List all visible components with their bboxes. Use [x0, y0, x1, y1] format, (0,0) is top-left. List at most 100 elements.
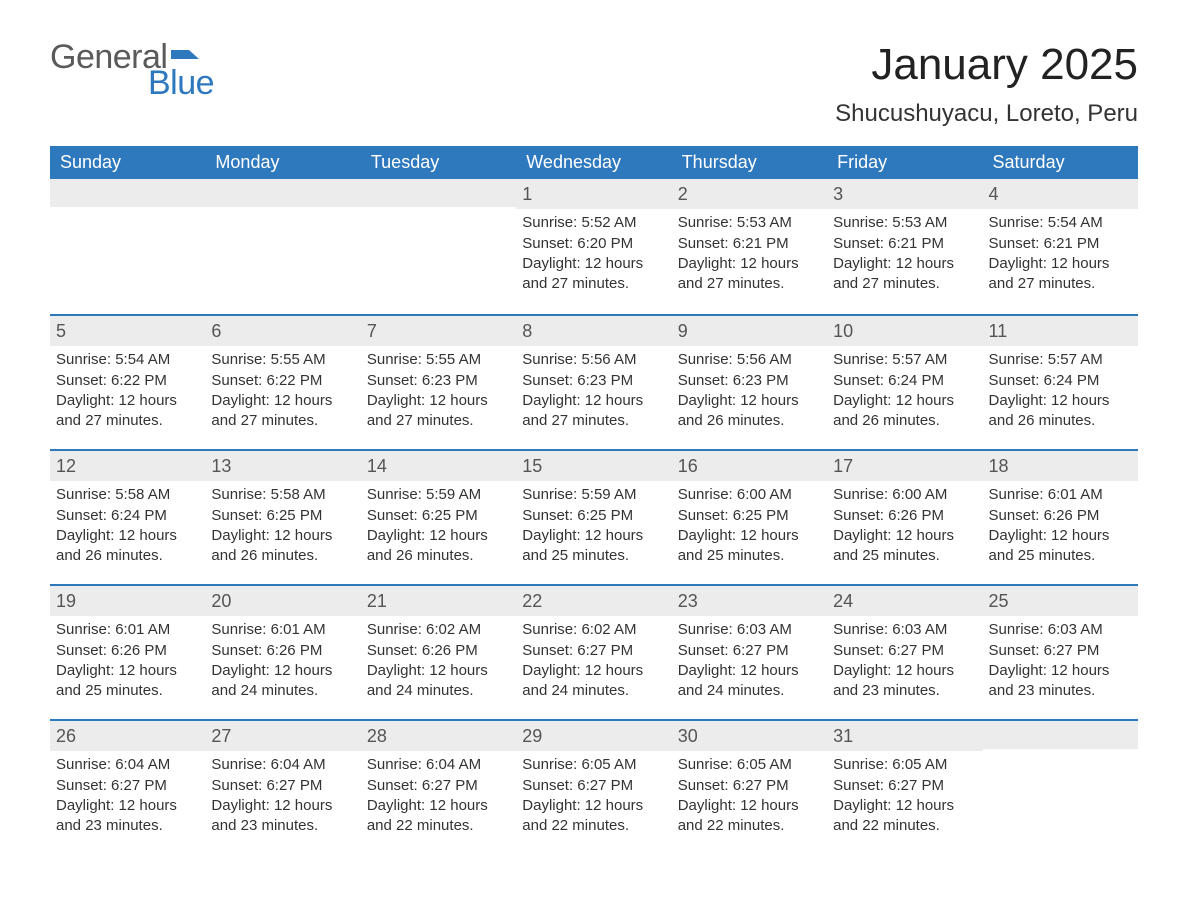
day-number: 4 [983, 179, 1138, 209]
sunrise-line: Sunrise: 5:54 AM [989, 213, 1132, 233]
cell-body: Sunrise: 5:55 AMSunset: 6:22 PMDaylight:… [205, 346, 360, 441]
sunrise-line: Sunrise: 6:03 AM [833, 620, 976, 640]
day-number: 29 [516, 721, 671, 751]
day-header: Wednesday [516, 146, 671, 179]
sunrise-line: Sunrise: 5:57 AM [989, 350, 1132, 370]
cell-body: Sunrise: 5:56 AMSunset: 6:23 PMDaylight:… [516, 346, 671, 441]
logo: General Blue [50, 40, 214, 100]
day-number: 25 [983, 586, 1138, 616]
calendar-cell [205, 179, 360, 314]
cell-body: Sunrise: 5:54 AMSunset: 6:22 PMDaylight:… [50, 346, 205, 441]
day-number: 28 [361, 721, 516, 751]
calendar-cell: 21Sunrise: 6:02 AMSunset: 6:26 PMDayligh… [361, 586, 516, 719]
daylight-line: Daylight: 12 hours and 25 minutes. [833, 526, 976, 567]
location-subtitle: Shucushuyacu, Loreto, Peru [835, 100, 1138, 128]
daylight-line: Daylight: 12 hours and 22 minutes. [522, 796, 665, 837]
month-title: January 2025 [835, 40, 1138, 90]
calendar-cell: 23Sunrise: 6:03 AMSunset: 6:27 PMDayligh… [672, 586, 827, 719]
calendar-cell [983, 721, 1138, 854]
sunrise-line: Sunrise: 5:57 AM [833, 350, 976, 370]
sunset-line: Sunset: 6:25 PM [367, 506, 510, 526]
daylight-line: Daylight: 12 hours and 26 minutes. [367, 526, 510, 567]
cell-body: Sunrise: 6:04 AMSunset: 6:27 PMDaylight:… [361, 751, 516, 846]
day-number: 6 [205, 316, 360, 346]
day-number: 30 [672, 721, 827, 751]
calendar-cell: 12Sunrise: 5:58 AMSunset: 6:24 PMDayligh… [50, 451, 205, 584]
day-number: 1 [516, 179, 671, 209]
day-number [205, 179, 360, 207]
sunset-line: Sunset: 6:22 PM [211, 371, 354, 391]
daylight-line: Daylight: 12 hours and 22 minutes. [367, 796, 510, 837]
calendar-cell: 13Sunrise: 5:58 AMSunset: 6:25 PMDayligh… [205, 451, 360, 584]
day-number: 14 [361, 451, 516, 481]
day-number [983, 721, 1138, 749]
sunrise-line: Sunrise: 6:05 AM [522, 755, 665, 775]
calendar-week: 1 Sunrise: 5:52 AMSunset: 6:20 PMDaylight… [50, 179, 1138, 314]
sunset-line: Sunset: 6:26 PM [833, 506, 976, 526]
cell-body: Sunrise: 5:59 AMSunset: 6:25 PMDaylight:… [361, 481, 516, 576]
sunrise-line: Sunrise: 6:01 AM [211, 620, 354, 640]
sunrise-line: Sunrise: 5:53 AM [678, 213, 821, 233]
calendar-week: 26Sunrise: 6:04 AMSunset: 6:27 PMDayligh… [50, 719, 1138, 854]
sunrise-line: Sunrise: 6:03 AM [678, 620, 821, 640]
day-number: 23 [672, 586, 827, 616]
sunrise-line: Sunrise: 6:05 AM [833, 755, 976, 775]
sunrise-line: Sunrise: 6:04 AM [367, 755, 510, 775]
cell-body: Sunrise: 6:05 AMSunset: 6:27 PMDaylight:… [672, 751, 827, 846]
daylight-line: Daylight: 12 hours and 26 minutes. [56, 526, 199, 567]
calendar-cell: 6Sunrise: 5:55 AMSunset: 6:22 PMDaylight… [205, 316, 360, 449]
day-number: 8 [516, 316, 671, 346]
page-header: General Blue January 2025 Shucushuyacu, … [50, 40, 1138, 128]
calendar-cell: 17Sunrise: 6:00 AMSunset: 6:26 PMDayligh… [827, 451, 982, 584]
calendar-cell [50, 179, 205, 314]
sunrise-line: Sunrise: 6:01 AM [989, 485, 1132, 505]
sunrise-line: Sunrise: 6:04 AM [211, 755, 354, 775]
daylight-line: Daylight: 12 hours and 27 minutes. [522, 254, 665, 295]
cell-body: Sunrise: 6:03 AMSunset: 6:27 PMDaylight:… [672, 616, 827, 711]
cell-body: Sunrise: 5:55 AMSunset: 6:23 PMDaylight:… [361, 346, 516, 441]
day-header: Sunday [50, 146, 205, 179]
cell-body: Sunrise: 6:04 AMSunset: 6:27 PMDaylight:… [50, 751, 205, 846]
cell-body: Sunrise: 5:58 AMSunset: 6:24 PMDaylight:… [50, 481, 205, 576]
day-number: 31 [827, 721, 982, 751]
calendar-cell: 16Sunrise: 6:00 AMSunset: 6:25 PMDayligh… [672, 451, 827, 584]
day-number: 20 [205, 586, 360, 616]
sunset-line: Sunset: 6:24 PM [833, 371, 976, 391]
sunrise-line: Sunrise: 5:56 AM [522, 350, 665, 370]
day-number: 24 [827, 586, 982, 616]
day-number: 22 [516, 586, 671, 616]
calendar-week: 5Sunrise: 5:54 AMSunset: 6:22 PMDaylight… [50, 314, 1138, 449]
day-header: Friday [827, 146, 982, 179]
day-number: 5 [50, 316, 205, 346]
cell-body: Sunrise: 5:53 AMSunset: 6:21 PMDaylight:… [672, 209, 827, 304]
day-number: 27 [205, 721, 360, 751]
cell-body: Sunrise: 5:57 AMSunset: 6:24 PMDaylight:… [983, 346, 1138, 441]
day-number [361, 179, 516, 207]
sunrise-line: Sunrise: 6:02 AM [522, 620, 665, 640]
day-number: 26 [50, 721, 205, 751]
sunset-line: Sunset: 6:27 PM [522, 776, 665, 796]
calendar-cell: 18Sunrise: 6:01 AMSunset: 6:26 PMDayligh… [983, 451, 1138, 584]
daylight-line: Daylight: 12 hours and 25 minutes. [678, 526, 821, 567]
sunrise-line: Sunrise: 6:03 AM [989, 620, 1132, 640]
sunrise-line: Sunrise: 6:05 AM [678, 755, 821, 775]
calendar-cell: 7Sunrise: 5:55 AMSunset: 6:23 PMDaylight… [361, 316, 516, 449]
day-number: 9 [672, 316, 827, 346]
sunset-line: Sunset: 6:20 PM [522, 234, 665, 254]
sunset-line: Sunset: 6:21 PM [678, 234, 821, 254]
daylight-line: Daylight: 12 hours and 26 minutes. [833, 391, 976, 432]
sunset-line: Sunset: 6:26 PM [367, 641, 510, 661]
cell-body: Sunrise: 5:59 AMSunset: 6:25 PMDaylight:… [516, 481, 671, 576]
sunset-line: Sunset: 6:27 PM [833, 776, 976, 796]
calendar-cell: 22Sunrise: 6:02 AMSunset: 6:27 PMDayligh… [516, 586, 671, 719]
day-number: 10 [827, 316, 982, 346]
sunrise-line: Sunrise: 5:52 AM [522, 213, 665, 233]
sunset-line: Sunset: 6:21 PM [989, 234, 1132, 254]
calendar-cell: 14Sunrise: 5:59 AMSunset: 6:25 PMDayligh… [361, 451, 516, 584]
sunrise-line: Sunrise: 5:59 AM [522, 485, 665, 505]
day-header: Monday [205, 146, 360, 179]
sunrise-line: Sunrise: 5:58 AM [56, 485, 199, 505]
daylight-line: Daylight: 12 hours and 27 minutes. [367, 391, 510, 432]
cell-body: Sunrise: 6:02 AMSunset: 6:26 PMDaylight:… [361, 616, 516, 711]
day-number: 7 [361, 316, 516, 346]
